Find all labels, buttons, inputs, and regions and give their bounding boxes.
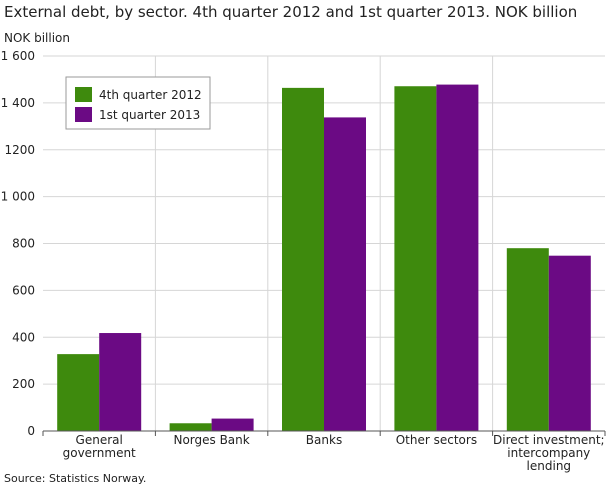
bar-q1-2013 [99, 333, 142, 431]
bar-q4-2012 [57, 354, 100, 431]
bar-q1-2013 [324, 117, 366, 431]
y-tick-label: 1200 [4, 143, 35, 157]
bar-q4-2012 [282, 87, 324, 431]
source-note: Source: Statistics Norway. [4, 472, 147, 485]
bar-q1-2013 [436, 84, 479, 431]
y-tick-label: 0 [27, 424, 35, 438]
legend-swatch [75, 107, 92, 122]
bar-q4-2012 [394, 86, 437, 431]
y-tick-label: 200 [12, 377, 35, 391]
x-category-label: Other sectors [396, 433, 477, 447]
y-tick-label: 400 [12, 330, 35, 344]
x-category-label: Banks [306, 433, 342, 447]
bars [57, 84, 591, 431]
x-category-label: General government [63, 433, 136, 460]
legend-label: 1st quarter 2013 [99, 108, 200, 122]
y-tick-label: 1 400 [1, 96, 35, 110]
legend-label: 4th quarter 2012 [99, 88, 202, 102]
x-category-label: Direct investment; intercompany lending [493, 433, 605, 473]
y-tick-label: 600 [12, 283, 35, 297]
legend: 4th quarter 2012 1st quarter 2013 [65, 76, 211, 130]
bar-q4-2012 [506, 248, 549, 431]
chart-title: External debt, by sector. 4th quarter 20… [4, 3, 578, 21]
x-axis-labels: General government Norges Bank Banks Other s… [63, 433, 605, 473]
bar-q1-2013 [548, 255, 591, 431]
bar-q4-2012 [169, 423, 212, 431]
x-category-label: Norges Bank [173, 433, 249, 447]
bar-q1-2013 [211, 418, 254, 431]
y-tick-label: 1 000 [1, 190, 35, 204]
legend-swatch [75, 87, 92, 102]
y-axis-ticks: 0 200 400 600 800 1 000 1200 1 400 1 600 [1, 49, 35, 438]
axes [42, 430, 606, 436]
y-tick-label: 800 [12, 237, 35, 251]
y-axis-unit-label: NOK billion [4, 31, 71, 45]
y-tick-label: 1 600 [1, 49, 35, 63]
